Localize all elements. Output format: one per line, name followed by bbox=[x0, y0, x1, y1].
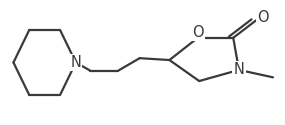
Text: N: N bbox=[233, 62, 244, 77]
Text: O: O bbox=[257, 10, 269, 25]
Text: O: O bbox=[192, 25, 203, 40]
Text: N: N bbox=[70, 55, 81, 70]
